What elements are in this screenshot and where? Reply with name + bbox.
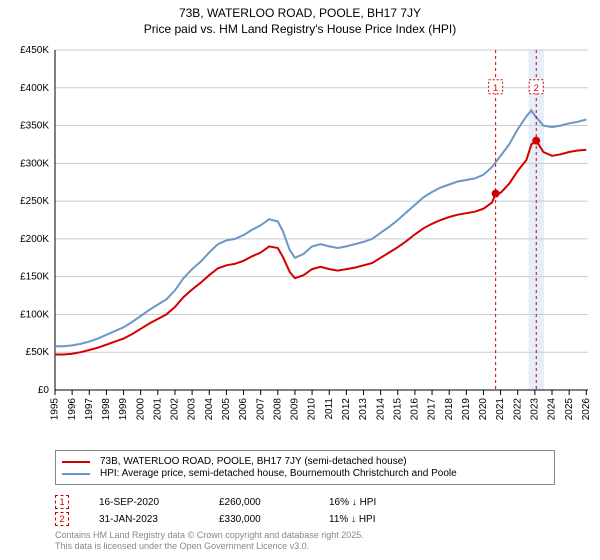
svg-text:2014: 2014	[375, 398, 386, 421]
svg-text:2023: 2023	[530, 398, 541, 421]
footer-line: This data is licensed under the Open Gov…	[55, 541, 565, 552]
svg-text:£400K: £400K	[20, 83, 49, 94]
chart-container: 73B, WATERLOO ROAD, POOLE, BH17 7JY Pric…	[0, 0, 600, 560]
marker-price: £260,000	[219, 497, 329, 508]
svg-text:1997: 1997	[84, 398, 95, 421]
svg-text:2024: 2024	[547, 398, 558, 421]
svg-text:2017: 2017	[427, 398, 438, 421]
svg-text:2020: 2020	[478, 398, 489, 421]
marker-note: 11% ↓ HPI	[329, 514, 555, 525]
svg-text:1: 1	[493, 83, 498, 93]
svg-text:2022: 2022	[512, 398, 523, 421]
svg-text:£250K: £250K	[20, 196, 49, 207]
legend-row: HPI: Average price, semi-detached house,…	[62, 468, 548, 479]
marker-row: 2 31-JAN-2023 £330,000 11% ↓ HPI	[55, 512, 555, 526]
svg-text:2025: 2025	[564, 398, 575, 421]
svg-text:2010: 2010	[307, 398, 318, 421]
svg-text:2005: 2005	[221, 398, 232, 421]
svg-text:£0: £0	[38, 385, 50, 396]
footer-copyright: Contains HM Land Registry data © Crown c…	[55, 530, 565, 553]
title-subtitle: Price paid vs. HM Land Registry's House …	[0, 22, 600, 36]
svg-text:2004: 2004	[204, 398, 215, 421]
svg-text:2013: 2013	[358, 398, 369, 421]
line-chart-svg: £0 £50K £100K £150K £200K £250K £300K £350K £400…	[0, 40, 600, 440]
svg-text:2011: 2011	[324, 398, 335, 420]
svg-text:2018: 2018	[444, 398, 455, 421]
svg-text:1995: 1995	[50, 398, 61, 421]
legend: 73B, WATERLOO ROAD, POOLE, BH17 7JY (sem…	[55, 450, 555, 485]
marker-date: 16-SEP-2020	[99, 497, 219, 508]
svg-text:2001: 2001	[152, 398, 163, 421]
marker-row: 1 16-SEP-2020 £260,000 16% ↓ HPI	[55, 495, 555, 509]
legend-swatch-property	[62, 461, 90, 463]
svg-text:2002: 2002	[170, 398, 181, 421]
legend-label: HPI: Average price, semi-detached house,…	[100, 468, 457, 479]
svg-text:1998: 1998	[101, 398, 112, 421]
marker-badge: 2	[55, 512, 69, 526]
svg-text:£450K: £450K	[20, 45, 49, 56]
svg-text:2003: 2003	[187, 398, 198, 421]
svg-text:£350K: £350K	[20, 121, 49, 132]
svg-text:2: 2	[534, 83, 539, 93]
svg-text:2012: 2012	[341, 398, 352, 421]
svg-text:£50K: £50K	[26, 347, 50, 358]
footer-line: Contains HM Land Registry data © Crown c…	[55, 530, 565, 541]
marker-price: £330,000	[219, 514, 329, 525]
svg-text:2015: 2015	[392, 398, 403, 421]
title-address: 73B, WATERLOO ROAD, POOLE, BH17 7JY	[0, 6, 600, 20]
svg-text:£200K: £200K	[20, 234, 49, 245]
legend-label: 73B, WATERLOO ROAD, POOLE, BH17 7JY (sem…	[100, 456, 407, 467]
svg-text:£150K: £150K	[20, 272, 49, 283]
marker-date: 31-JAN-2023	[99, 514, 219, 525]
marker-table: 1 16-SEP-2020 £260,000 16% ↓ HPI 2 31-JA…	[55, 492, 555, 529]
svg-text:2008: 2008	[272, 398, 283, 421]
legend-swatch-hpi	[62, 473, 90, 475]
svg-text:2007: 2007	[255, 398, 266, 421]
svg-text:2006: 2006	[238, 398, 249, 421]
marker-note: 16% ↓ HPI	[329, 497, 555, 508]
marker-badge: 1	[55, 495, 69, 509]
svg-text:£100K: £100K	[20, 309, 49, 320]
svg-text:2019: 2019	[461, 398, 472, 421]
svg-text:1999: 1999	[118, 398, 129, 421]
titles: 73B, WATERLOO ROAD, POOLE, BH17 7JY Pric…	[0, 0, 600, 36]
svg-text:2026: 2026	[581, 398, 592, 421]
chart-area: £0 £50K £100K £150K £200K £250K £300K £350K £400…	[0, 40, 600, 440]
svg-text:2021: 2021	[495, 398, 506, 421]
svg-text:1996: 1996	[67, 398, 78, 421]
svg-text:2009: 2009	[290, 398, 301, 421]
svg-text:2016: 2016	[410, 398, 421, 421]
svg-text:2000: 2000	[135, 398, 146, 421]
svg-text:£300K: £300K	[20, 158, 49, 169]
legend-row: 73B, WATERLOO ROAD, POOLE, BH17 7JY (sem…	[62, 456, 548, 467]
